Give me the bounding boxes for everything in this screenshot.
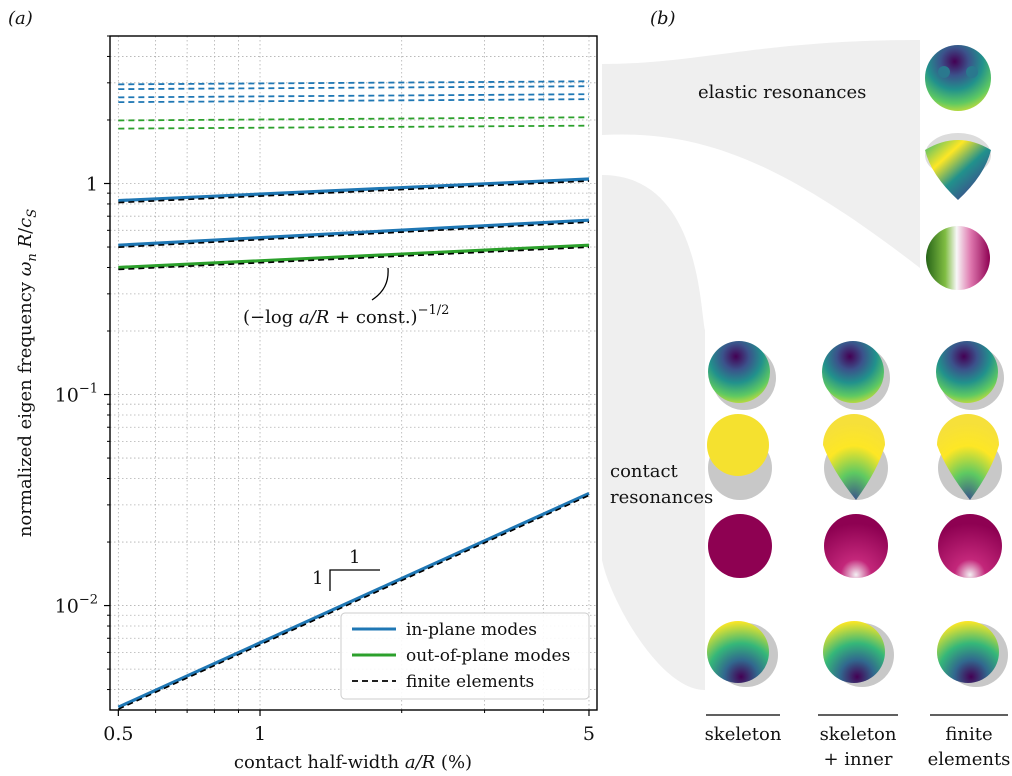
series-line-in_plane-1 — [118, 218, 590, 247]
legend-label-finite-elements: finite elements — [406, 672, 534, 692]
legend-box — [340, 612, 590, 700]
elastic-mode-shapes — [925, 45, 991, 290]
column-caption-finite-elements-line2: elements — [928, 749, 1011, 770]
contact-mode-row-4 — [707, 621, 1008, 687]
gridlines — [110, 35, 597, 710]
plot-frame — [109, 35, 598, 711]
y-tick-label: 10−2 — [55, 593, 98, 618]
series-line-out_of_plane-2 — [118, 243, 590, 270]
series-elastic-dashed-4 — [118, 80, 589, 86]
elastic-resonances-label: elastic resonances — [698, 82, 866, 103]
series-fe-dashed-3 — [118, 494, 590, 710]
y-axis-label: normalized eigen frequency ωn R/cS — [15, 209, 40, 537]
series-line-in_plane-0 — [118, 177, 590, 203]
slope-triangle-rise-label: 1 — [312, 568, 323, 589]
contact-mode-row-2 — [707, 414, 1002, 500]
y-tick-label: 1 — [86, 174, 98, 196]
series-elastic-dashed-7 — [118, 98, 589, 104]
contact-mode-row-3 — [708, 514, 1002, 578]
series-line-in_plane-3 — [117, 491, 590, 709]
slope-triangle: 1 1 — [312, 547, 380, 591]
contact-mode-row-1 — [708, 341, 1004, 410]
legend: in-plane modes out-of-plane modes finite… — [340, 612, 590, 700]
series-fe-dashed-1 — [118, 221, 590, 249]
annotation-text: (−log a/R + const.)−1/2 — [243, 303, 449, 328]
series-elastic-dashed-9 — [118, 124, 589, 130]
elastic-band — [602, 40, 920, 268]
series-elastic-dashed-5 — [118, 85, 589, 91]
panel-b: (b) elastic resonances contact resonance… — [602, 8, 1010, 770]
series-fe-dashed-0 — [118, 180, 590, 204]
legend-label-in-plane: in-plane modes — [406, 620, 537, 640]
column-caption-skeleton-inner-line1: skeleton — [820, 724, 897, 745]
panel-a: (a) 0.5 1 5 1 10−1 10−2 contact half-width a… — [8, 8, 598, 773]
column-captions: skeleton skeleton + inner finite element… — [705, 714, 1011, 770]
contact-band-top — [612, 180, 700, 340]
series-elastic-dashed-6 — [118, 93, 589, 99]
x-axis-label: contact half-width a/R (%) — [234, 752, 472, 773]
legend-label-out-of-plane: out-of-plane modes — [406, 646, 570, 666]
annotation-leader — [371, 267, 389, 301]
panel-b-label: (b) — [650, 8, 676, 29]
column-caption-finite-elements-line1: finite — [945, 724, 992, 745]
elastic-mode-2 — [925, 133, 991, 200]
elastic-mode-1 — [925, 45, 991, 111]
x-tick-label: 5 — [583, 723, 595, 745]
slope-triangle-run-label: 1 — [349, 547, 360, 568]
annotation: (−log a/R + const.)−1/2 — [243, 267, 449, 328]
series-fe-dashed-2 — [118, 246, 590, 271]
column-caption-skeleton-inner-line2: + inner — [823, 749, 892, 770]
x-tick-label: 1 — [254, 723, 266, 745]
y-tick-label: 10−1 — [55, 382, 98, 407]
slope-triangle-lines — [329, 569, 380, 591]
column-caption-skeleton: skeleton — [705, 724, 782, 745]
contact-mode-shapes — [707, 341, 1008, 687]
contact-resonances-label-line1: contact — [610, 461, 679, 482]
x-tick-label: 0.5 — [103, 723, 133, 745]
x-axis-ticks: 0.5 1 5 — [103, 710, 595, 745]
series-elastic-dashed-8 — [118, 116, 589, 122]
panel-a-label: (a) — [8, 8, 33, 29]
plot-lines — [117, 80, 590, 710]
elastic-mode-3 — [926, 226, 990, 290]
y-axis-ticks: 1 10−1 10−2 — [55, 35, 110, 691]
contact-resonances-label-line2: resonances — [610, 487, 713, 508]
